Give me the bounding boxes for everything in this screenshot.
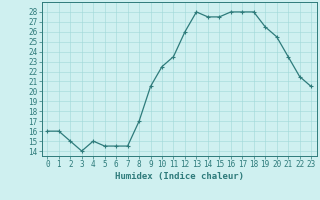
X-axis label: Humidex (Indice chaleur): Humidex (Indice chaleur) — [115, 172, 244, 181]
